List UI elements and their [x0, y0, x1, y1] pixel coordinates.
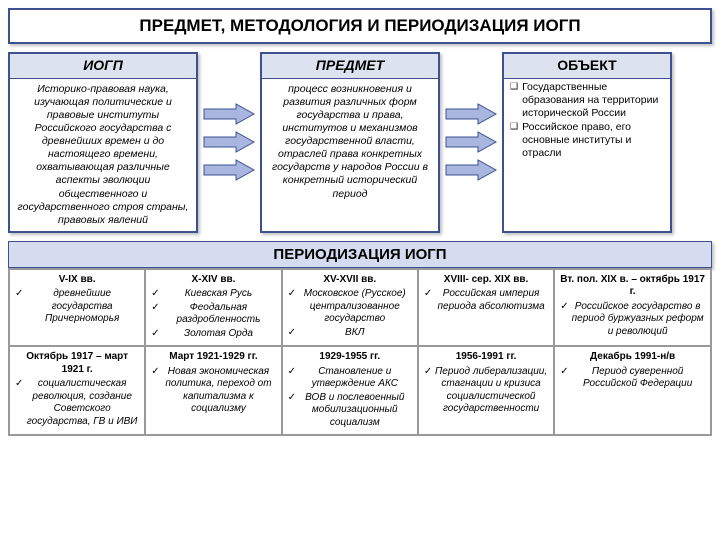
period-cell: Декабрь 1991-н/в Период суверенной Россий…: [554, 346, 711, 435]
arrow-icon: [202, 158, 256, 182]
period-item: Золотая Орда: [151, 328, 275, 341]
object-header: ОБЪЕКТ: [504, 54, 670, 79]
period-cell: Вт. пол. XIX в. – октябрь 1917 г.Российс…: [554, 269, 711, 347]
period-items: Российское государство в период буржуазн…: [560, 301, 705, 339]
period-item: Становление и утверждение АКС: [288, 366, 412, 391]
period-item: Российская империя периода абсолютизма: [424, 288, 548, 313]
period-cell: 1956-1991 гг. Период либерализации, стагн…: [418, 346, 554, 435]
predmet-box: ПРЕДМЕТ процесс возникновения и развития…: [260, 52, 440, 233]
period-items: Киевская РусьФеодальная раздробленностьЗ…: [151, 288, 275, 340]
period-cell: X-XIV вв.Киевская РусьФеодальная раздроб…: [145, 269, 281, 347]
arrow-icon: [202, 102, 256, 126]
page-title: ПРЕДМЕТ, МЕТОДОЛОГИЯ И ПЕРИОДИЗАЦИЯ ИОГП: [8, 8, 712, 44]
top-concepts-row: ИОГП Историко-правовая наука, изучающая …: [8, 52, 712, 233]
predmet-text: процесс возникновения и развития различн…: [268, 83, 432, 201]
period-cell: XV-XVII вв.Московское (Русское) централи…: [282, 269, 418, 347]
iogp-text: Историко-правовая наука, изучающая полит…: [16, 83, 190, 227]
period-cell: Октябрь 1917 – март 1921 г.социалистичес…: [9, 346, 145, 435]
period-label: Вт. пол. XIX в. – октябрь 1917 г.: [560, 274, 705, 299]
object-item: Российское право, его основные институты…: [510, 121, 664, 160]
period-label: V-IX вв.: [15, 274, 139, 287]
period-label: Октябрь 1917 – март 1921 г.: [15, 351, 139, 376]
period-item: Российское государство в период буржуазн…: [560, 301, 705, 339]
period-label: XV-XVII вв.: [288, 274, 412, 287]
period-item: древнейшие государства Причерноморья: [15, 288, 139, 326]
period-item: социалистическая революция, создание Сов…: [15, 378, 139, 428]
arrow-icon: [202, 130, 256, 154]
iogp-header: ИОГП: [10, 54, 196, 79]
period-items: Период либерализации, стагнации и кризис…: [424, 366, 548, 416]
periodization-header: ПЕРИОДИЗАЦИЯ ИОГП: [8, 241, 712, 268]
period-label: Декабрь 1991-н/в: [560, 351, 705, 364]
period-items: Период суверенной Российской Федерации: [560, 366, 705, 391]
period-item: Киевская Русь: [151, 288, 275, 301]
period-item: Период суверенной Российской Федерации: [560, 366, 705, 391]
period-label: XVIII- сер. XIX вв.: [424, 274, 548, 287]
period-items: древнейшие государства Причерноморья: [15, 288, 139, 326]
period-item: Московское (Русское) централизованное го…: [288, 288, 412, 326]
period-items: Московское (Русское) централизованное го…: [288, 288, 412, 339]
object-item: Государственные образования на территори…: [510, 81, 664, 120]
object-box: ОБЪЕКТ Государственные образования на те…: [502, 52, 672, 233]
period-cell: Март 1921-1929 гг. Новая экономическая по…: [145, 346, 281, 435]
predmet-header: ПРЕДМЕТ: [262, 54, 438, 79]
period-item: ВОВ и послевоенный мобилизационный социа…: [288, 392, 412, 430]
period-cell: 1929-1955 гг. Становление и утверждение А…: [282, 346, 418, 435]
arrow-icon: [444, 130, 498, 154]
period-item: Период либерализации, стагнации и кризис…: [424, 366, 548, 416]
period-item: Феодальная раздробленность: [151, 302, 275, 327]
period-items: Новая экономическая политика, переход от…: [151, 366, 275, 416]
period-item: Новая экономическая политика, переход от…: [151, 366, 275, 416]
period-cell: V-IX вв.древнейшие государства Причерном…: [9, 269, 145, 347]
period-items: Становление и утверждение АКСВОВ и после…: [288, 366, 412, 430]
period-item: ВКЛ: [288, 327, 412, 340]
period-cell: XVIII- сер. XIX вв.Российская империя пе…: [418, 269, 554, 347]
period-items: социалистическая революция, создание Сов…: [15, 378, 139, 428]
period-label: 1956-1991 гг.: [424, 351, 548, 364]
period-label: X-XIV вв.: [151, 274, 275, 287]
period-items: Российская империя периода абсолютизма: [424, 288, 548, 313]
period-label: 1929-1955 гг.: [288, 351, 412, 364]
iogp-box: ИОГП Историко-правовая наука, изучающая …: [8, 52, 198, 233]
arrow-icon: [444, 102, 498, 126]
arrows-2: [444, 52, 498, 233]
period-label: Март 1921-1929 гг.: [151, 351, 275, 364]
arrow-icon: [444, 158, 498, 182]
periodization-grid: V-IX вв.древнейшие государства Причерном…: [8, 268, 712, 437]
arrows-1: [202, 52, 256, 233]
